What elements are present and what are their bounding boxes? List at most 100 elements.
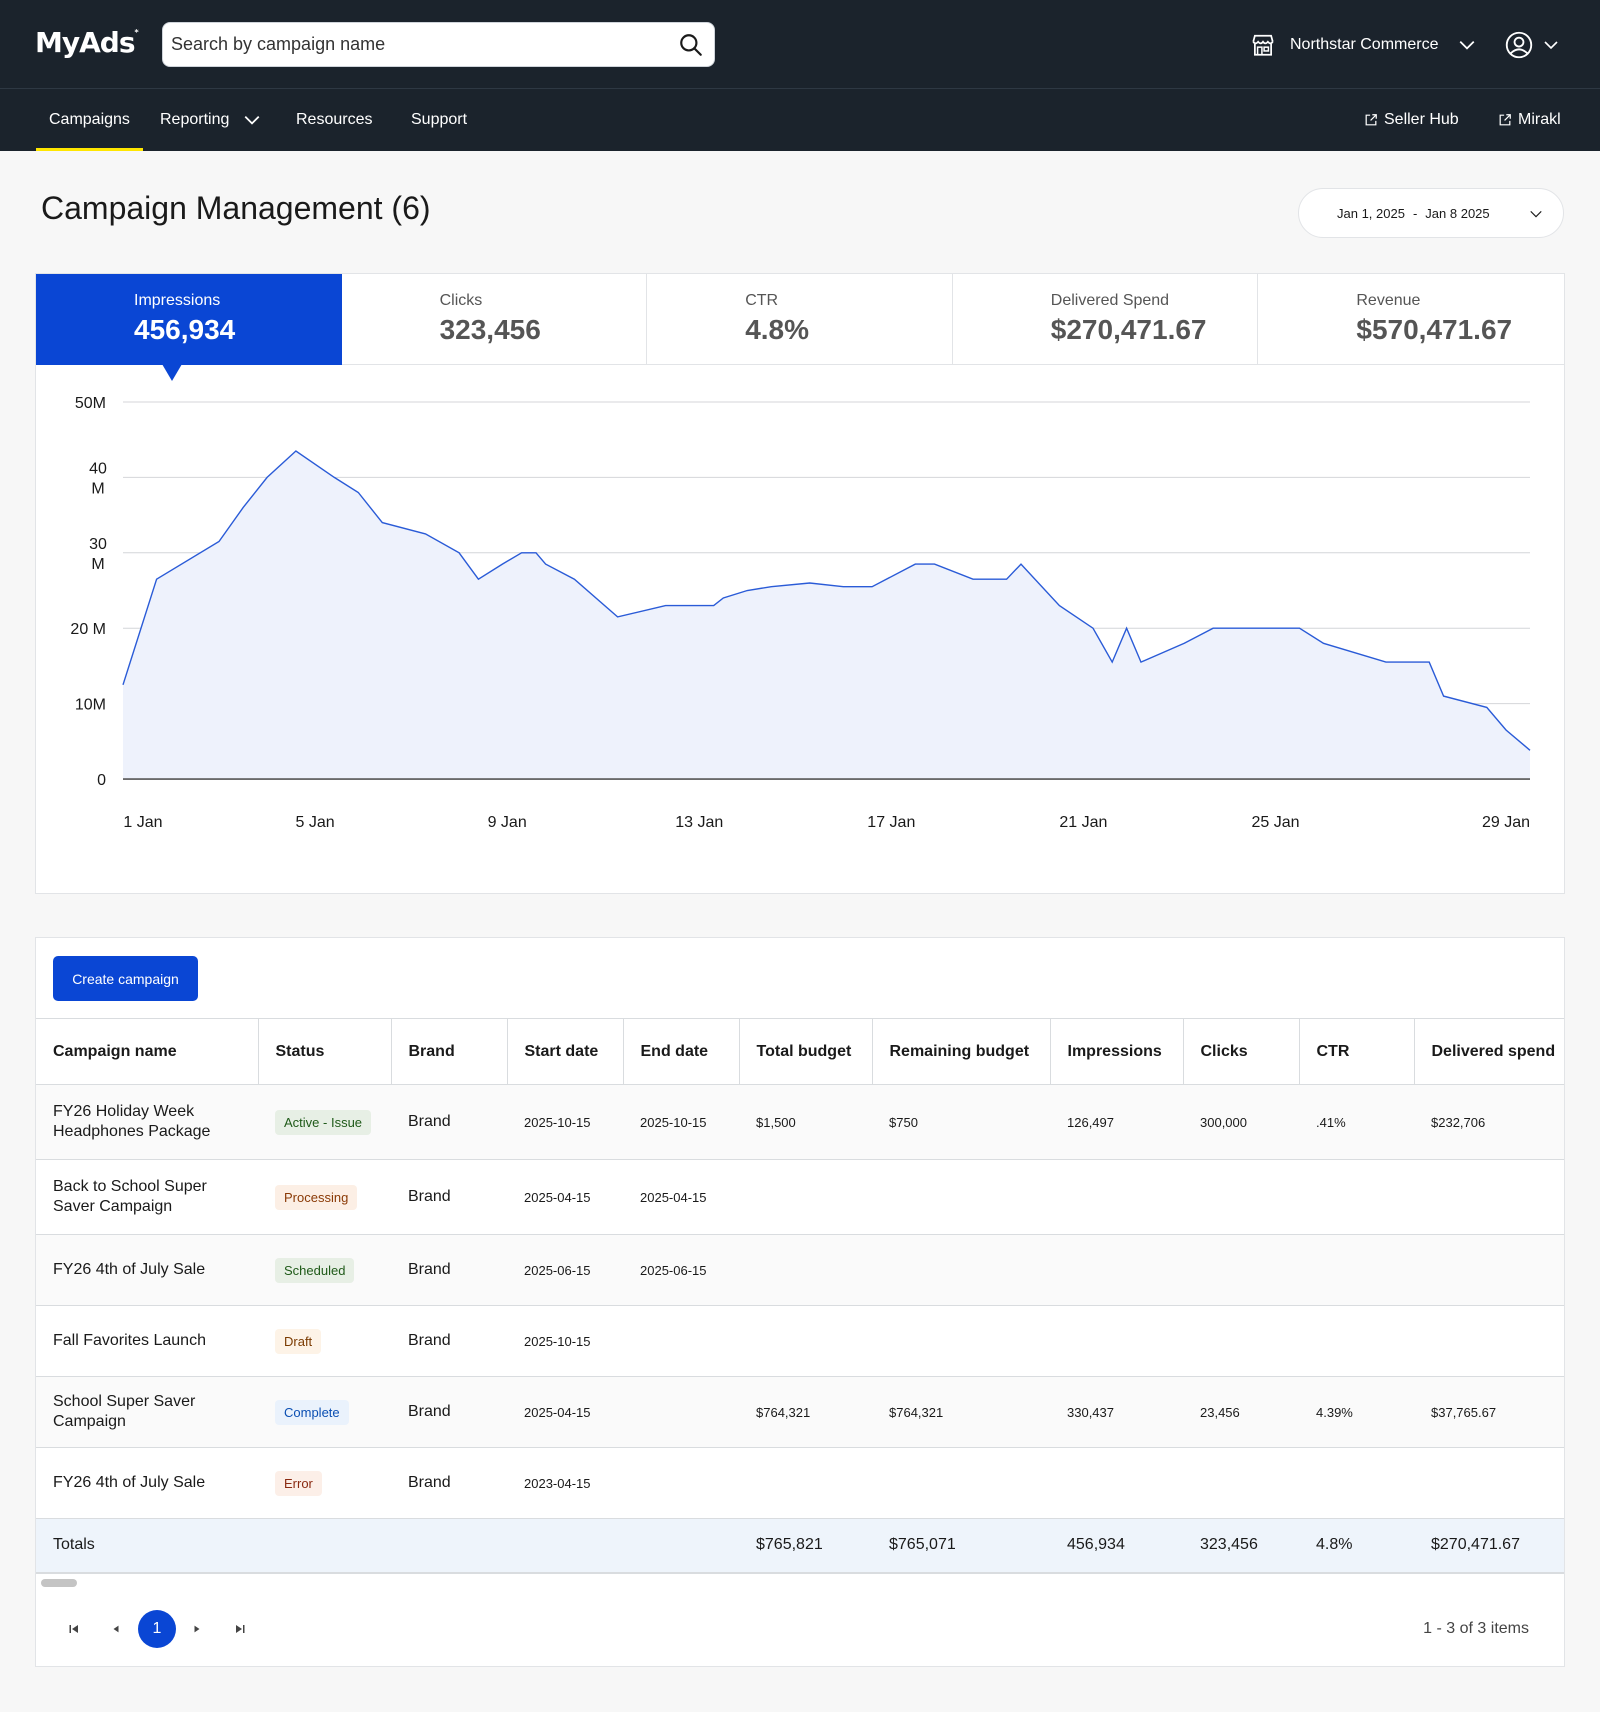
column-header[interactable]: Start date (507, 1018, 624, 1085)
nav-reporting[interactable]: Reporting (160, 89, 261, 151)
main-nav: Campaigns Reporting Resources Support Se… (0, 89, 1600, 151)
metric-value: $270,471.67 (1050, 314, 1207, 345)
campaign-name-cell[interactable]: Back to School Super Saver Campaign (36, 1159, 258, 1235)
seller-hub-link[interactable]: Seller Hub (1364, 89, 1459, 151)
search-input[interactable] (171, 23, 671, 66)
first-page-button[interactable] (64, 1619, 84, 1639)
next-page-button[interactable] (187, 1619, 207, 1639)
metric-tab-delivered-spend[interactable]: Delivered Spend $270,471.67 (952, 274, 1259, 365)
column-header[interactable]: Status (258, 1018, 392, 1085)
impressions-cell (1050, 1305, 1183, 1377)
column-header[interactable]: Delivered spend (1414, 1018, 1564, 1085)
ctr-total: 4.8% (1299, 1518, 1414, 1574)
start-date-cell: 2025-04-15 (507, 1376, 623, 1448)
campaign-name-cell[interactable]: Fall Favorites Launch (36, 1305, 258, 1377)
y-tick-label: 10M (75, 697, 106, 714)
table-row[interactable]: FY26 Holiday Week Headphones Package Act… (36, 1084, 1564, 1160)
chevron-down-icon (244, 115, 260, 125)
column-header[interactable]: Impressions (1050, 1018, 1184, 1085)
table-row[interactable]: Fall Favorites Launch Draft Brand 2025-1… (36, 1305, 1564, 1377)
table-row[interactable]: Back to School Super Saver Campaign Proc… (36, 1159, 1564, 1235)
end-date-cell: 2025-10-15 (623, 1084, 739, 1160)
table-row[interactable]: FY26 4th of July Sale Scheduled Brand 20… (36, 1234, 1564, 1306)
metric-tab-ctr[interactable]: CTR 4.8% (647, 274, 953, 365)
nav-support[interactable]: Support (411, 89, 467, 151)
series-line (122, 450, 1531, 751)
mirakl-link[interactable]: Mirakl (1498, 89, 1561, 151)
ctr-cell: .41% (1299, 1084, 1414, 1160)
previous-page-button[interactable] (106, 1619, 126, 1639)
series-area (123, 451, 1530, 779)
ctr-cell (1299, 1159, 1414, 1235)
nav-support-label: Support (411, 111, 468, 128)
impressions-cell: 126,497 (1050, 1084, 1183, 1160)
empty-cell (391, 1518, 507, 1574)
brand-cell: Brand (391, 1234, 507, 1306)
nav-campaigns[interactable]: Campaigns (36, 89, 143, 151)
horizontal-scrollbar[interactable] (41, 1579, 77, 1587)
brand-cell: Brand (391, 1084, 507, 1160)
account-name: Northstar Commerce (1290, 36, 1439, 53)
table-row[interactable]: School Super Saver Campaign Complete Bra… (36, 1376, 1564, 1448)
campaign-name-cell[interactable]: FY26 Holiday Week Headphones Package (36, 1084, 258, 1160)
metric-tab-impressions[interactable]: Impressions 456,934 (36, 274, 342, 381)
x-tick-label: 1 Jan (123, 814, 162, 831)
table-row[interactable]: FY26 4th of July Sale Error Brand 2023-0… (36, 1447, 1564, 1519)
clicks-cell (1183, 1234, 1299, 1306)
delivered-spend-total: $270,471.67 (1414, 1518, 1564, 1574)
profile-menu[interactable] (1505, 30, 1559, 60)
store-icon (1252, 34, 1274, 56)
ctr-cell (1299, 1305, 1414, 1377)
total-budget-cell (739, 1305, 872, 1377)
column-header[interactable]: End date (623, 1018, 740, 1085)
campaign-name-cell[interactable]: School Super Saver Campaign (36, 1376, 258, 1448)
campaign-name-cell[interactable]: FY26 4th of July Sale (36, 1447, 258, 1519)
remaining-budget-total: $765,071 (872, 1518, 1050, 1574)
status-badge: Draft (275, 1328, 322, 1354)
performance-chart-card: Impressions 456,934 Clicks 323,456 CTR 4… (35, 273, 1565, 894)
metric-label: Clicks (439, 292, 483, 309)
brand-cell: Brand (391, 1376, 507, 1448)
pagination-summary: 1 - 3 of 3 items (1423, 1620, 1529, 1637)
search-icon[interactable] (678, 32, 704, 58)
last-page-button[interactable] (230, 1619, 250, 1639)
status-badge: Processing (275, 1184, 358, 1210)
x-tick-label: 29 Jan (1482, 814, 1530, 831)
column-header[interactable]: Brand (391, 1018, 508, 1085)
x-tick-label: 13 Jan (675, 814, 723, 831)
page-1-button[interactable]: 1 (138, 1610, 176, 1648)
page-title: Campaign Management (6) (41, 190, 431, 226)
column-header[interactable]: Clicks (1183, 1018, 1300, 1085)
total-budget-cell: $764,321 (739, 1376, 872, 1448)
last-page-icon (236, 1625, 245, 1633)
logo-text: MyAds (35, 26, 135, 59)
brand-cell: Brand (391, 1159, 507, 1235)
column-header[interactable]: Campaign name (36, 1018, 259, 1085)
metric-tabs: Impressions 456,934 Clicks 323,456 CTR 4… (36, 274, 1564, 381)
campaign-name-cell[interactable]: FY26 4th of July Sale (36, 1234, 258, 1306)
status-badge: Active - Issue (275, 1109, 372, 1135)
total-budget-cell (739, 1447, 872, 1519)
account-switcher[interactable]: Northstar Commerce (1250, 30, 1476, 60)
remaining-budget-cell (872, 1305, 1050, 1377)
end-date-cell (623, 1447, 739, 1519)
column-header[interactable]: CTR (1299, 1018, 1415, 1085)
column-header[interactable]: Total budget (739, 1018, 873, 1085)
metric-tab-clicks[interactable]: Clicks 323,456 (341, 274, 648, 365)
impressions-total: 456,934 (1050, 1518, 1183, 1574)
brand-cell: Brand (391, 1305, 507, 1377)
nav-reporting-label: Reporting (160, 111, 230, 128)
delivered-spend-cell: $37,765.67 (1414, 1376, 1564, 1448)
column-header[interactable]: Remaining budget (872, 1018, 1051, 1085)
myads-logo[interactable]: MyAds* (35, 26, 139, 59)
nav-campaigns-label: Campaigns (49, 111, 130, 128)
create-campaign-button[interactable]: Create campaign (53, 956, 198, 1001)
status-cell: Complete (258, 1376, 391, 1448)
start-date-cell: 2025-04-15 (507, 1159, 623, 1235)
status-cell: Active - Issue (258, 1084, 391, 1160)
metric-label: Revenue (1356, 292, 1421, 309)
date-range-picker[interactable]: Jan 1, 2025 - Jan 8 2025 (1298, 188, 1564, 238)
metric-tab-revenue[interactable]: Revenue $570,471.67 (1258, 274, 1564, 365)
logo-mark: * (134, 28, 139, 37)
nav-resources[interactable]: Resources (296, 89, 372, 151)
